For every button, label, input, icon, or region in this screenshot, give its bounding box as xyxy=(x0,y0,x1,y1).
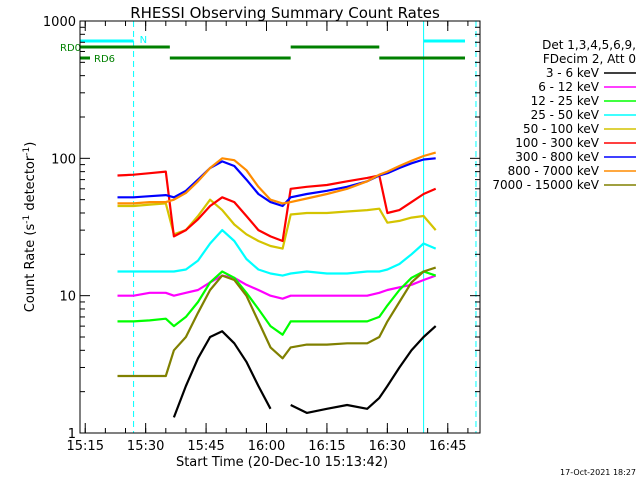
y-tick-label: 100 xyxy=(51,152,76,167)
series-line-3 xyxy=(117,229,437,277)
x-axis-label: Start Time (20-Dec-10 15:13:42) xyxy=(176,455,388,470)
series-line-7 xyxy=(117,151,436,205)
y-tick-label: 10 xyxy=(59,290,76,305)
x-tick-label: 16:00 xyxy=(248,439,285,454)
data-series xyxy=(117,151,437,418)
chart-title: RHESSI Observing Summary Count Rates xyxy=(130,4,440,22)
orbit-segments: N RD0 RD6 xyxy=(60,35,465,65)
legend-header-line-2: FDecim 2, Att 0 xyxy=(543,52,636,66)
legend-entry-label: 6 - 12 keV xyxy=(538,80,600,94)
plot-frame xyxy=(79,20,481,434)
legend-header-line-1: Det 1,3,4,5,6,9, xyxy=(542,38,636,52)
x-tick-label: 16:45 xyxy=(429,439,466,454)
x-axis: 15:15 15:30 15:45 16:00 16:15 16:30 16:45 xyxy=(67,21,469,454)
segment-label-rd6: RD6 xyxy=(94,54,115,65)
legend-entry-label: 100 - 300 keV xyxy=(515,136,599,150)
segment-label-rd0: RD0 xyxy=(60,43,81,54)
series-line-6 xyxy=(117,157,436,208)
series-line-2 xyxy=(117,270,437,336)
legend-entry-label: 300 - 800 keV xyxy=(515,150,599,164)
series-line-5 xyxy=(117,170,437,243)
y-axis: 1 10 100 1000 xyxy=(43,15,480,442)
y-tick-label: 1 xyxy=(68,427,76,442)
legend-entry-label: 800 - 7000 keV xyxy=(508,164,600,178)
y-tick-label: 1000 xyxy=(43,15,76,30)
legend-entry-label: 12 - 25 keV xyxy=(531,94,600,108)
x-tick-label: 15:15 xyxy=(67,439,104,454)
footer-date: 17-Oct-2021 18:27 xyxy=(560,468,636,477)
legend-entry-label: 3 - 6 keV xyxy=(546,66,600,80)
series-line-8 xyxy=(117,266,437,378)
x-tick-label: 16:15 xyxy=(308,439,345,454)
legend-entry-label: 7000 - 15000 keV xyxy=(492,178,599,192)
series-line-1 xyxy=(117,274,437,300)
legend: Det 1,3,4,5,6,9, FDecim 2, Att 0 3 - 6 k… xyxy=(492,38,636,192)
x-tick-label: 15:30 xyxy=(127,439,164,454)
series-line-0 xyxy=(172,325,437,418)
orbit-markers xyxy=(80,21,477,433)
legend-entry-label: 50 - 100 keV xyxy=(523,122,600,136)
segment-label-n: N xyxy=(140,35,147,46)
x-tick-label: 16:30 xyxy=(369,439,406,454)
legend-entry-label: 25 - 50 keV xyxy=(531,108,600,122)
y-axis-label: Count Rate (s-1 detector-1) xyxy=(22,142,38,313)
x-tick-label: 15:45 xyxy=(187,439,224,454)
